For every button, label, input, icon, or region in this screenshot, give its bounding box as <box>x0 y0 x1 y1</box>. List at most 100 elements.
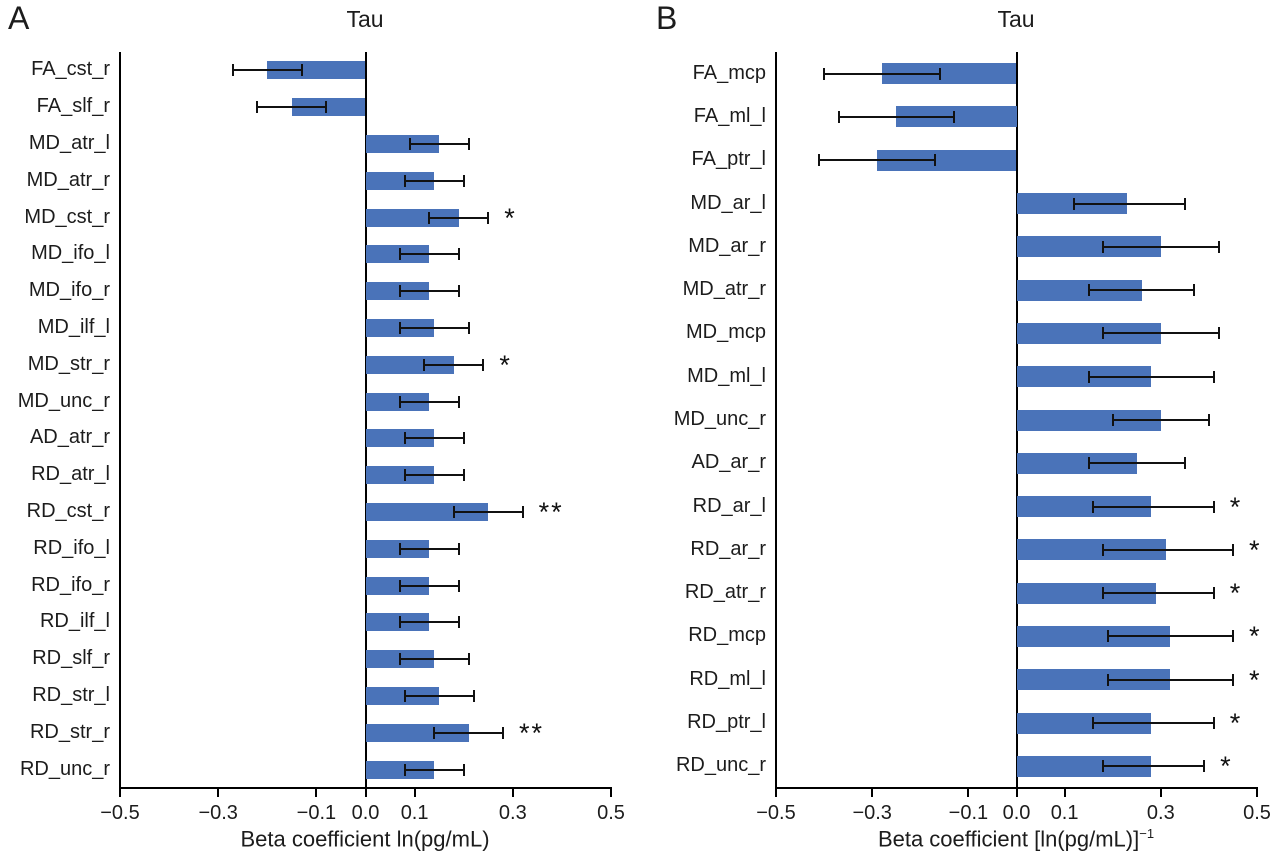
error-bar <box>399 584 459 587</box>
error-bar-cap <box>1203 760 1206 773</box>
error-bar <box>1103 548 1233 551</box>
error-bar-cap <box>1102 587 1105 600</box>
error-bar <box>1088 375 1214 378</box>
error-bar <box>399 621 459 624</box>
error-bar-cap <box>823 67 826 80</box>
error-bar-cap <box>1217 240 1220 253</box>
x-tick <box>775 788 777 797</box>
error-bar <box>1103 592 1214 595</box>
bar <box>365 760 435 779</box>
bar <box>365 650 435 669</box>
significance-marker: * <box>504 202 517 233</box>
error-bar-cap <box>403 174 406 187</box>
panel-b-title: Tau <box>997 6 1035 32</box>
y-category-label: MD_unc_r <box>17 389 110 412</box>
error-bar-cap <box>1073 197 1076 210</box>
error-bar-cap <box>1087 284 1090 297</box>
error-bar-cap <box>1102 760 1105 773</box>
error-bar-cap <box>462 469 465 482</box>
error-bar-cap <box>467 138 470 150</box>
bar <box>365 503 489 521</box>
error-bar <box>404 437 464 440</box>
error-bar <box>819 159 935 162</box>
y-category-label: MD_ifo_l <box>31 242 110 265</box>
error-bar-cap <box>1231 543 1234 556</box>
panel-b-x-axis-label-superscript: −1 <box>1139 826 1155 841</box>
x-tick-label: −0.1 <box>948 802 989 824</box>
y-category-label: RD_str_r <box>29 720 110 743</box>
error-bar <box>232 69 302 72</box>
error-bar-cap <box>467 653 470 666</box>
error-bar-cap <box>938 67 941 80</box>
bar <box>291 98 366 117</box>
y-category-label: MD_ar_l <box>690 191 766 214</box>
error-bar-cap <box>398 285 401 298</box>
bar <box>365 319 435 337</box>
error-bar <box>1103 765 1205 768</box>
error-bar-cap <box>1231 630 1234 643</box>
error-bar-cap <box>1231 673 1234 686</box>
bar <box>365 429 435 448</box>
error-bar-cap <box>403 469 406 482</box>
error-bar-cap <box>398 542 401 555</box>
y-category-label: AD_ar_r <box>691 451 766 474</box>
y-category-label: FA_ml_l <box>693 104 766 127</box>
error-bar-cap <box>1087 457 1090 470</box>
bar <box>1016 279 1142 301</box>
error-bar-cap <box>423 358 426 371</box>
x-tick <box>315 788 318 797</box>
x-tick <box>610 788 612 797</box>
bar <box>1016 496 1152 518</box>
bar <box>1016 669 1171 691</box>
bar <box>1016 712 1152 734</box>
y-axis-spine <box>119 52 121 788</box>
y-category-label: MD_atr_r <box>682 278 766 301</box>
error-bar <box>1074 202 1185 205</box>
error-bar-cap <box>325 101 328 114</box>
error-bar-cap <box>457 579 460 592</box>
error-bar-cap <box>1087 370 1090 383</box>
x-tick <box>119 788 121 797</box>
significance-marker: * <box>1229 578 1243 609</box>
zero-line <box>1015 52 1018 788</box>
y-category-label: RD_unc_r <box>19 757 110 780</box>
error-bar-cap <box>1217 327 1220 340</box>
error-bar-cap <box>462 174 465 187</box>
x-tick <box>364 788 367 797</box>
error-bar-cap <box>457 395 460 408</box>
error-bar <box>257 106 327 109</box>
bar <box>1016 452 1137 474</box>
error-bar-cap <box>462 432 465 445</box>
x-tick <box>1256 788 1258 797</box>
error-bar-cap <box>818 154 821 167</box>
error-bar <box>453 511 523 513</box>
error-bar-cap <box>1193 284 1196 297</box>
bar <box>1016 366 1152 388</box>
error-bar-cap <box>398 395 401 408</box>
error-bar-cap <box>457 285 460 298</box>
x-tick <box>1159 788 1162 797</box>
error-bar-cap <box>398 248 401 261</box>
y-category-label: RD_ifo_l <box>33 536 110 559</box>
error-bar-cap <box>403 432 406 445</box>
error-bar-cap <box>398 616 401 629</box>
zero-line <box>364 52 367 788</box>
x-tick-label: 0.0 <box>1002 802 1031 824</box>
y-category-label: AD_atr_r <box>29 426 110 449</box>
x-tick <box>511 788 514 797</box>
y-category-label: RD_ar_l <box>692 494 766 517</box>
error-bar-cap <box>1212 500 1215 513</box>
panel-a-letter: A <box>8 0 30 36</box>
error-bar <box>838 115 954 118</box>
error-bar-cap <box>1102 240 1105 253</box>
error-bar <box>399 290 459 293</box>
error-bar-cap <box>467 322 470 334</box>
error-bar-cap <box>457 542 460 555</box>
panel-b-x-axis-label: Beta coefficient [ln(pg/mL)]−1 <box>878 826 1154 852</box>
error-bar <box>424 363 484 366</box>
bar <box>365 135 440 153</box>
bar <box>877 149 1017 171</box>
error-bar-cap <box>1092 717 1095 730</box>
y-category-label: MD_ml_l <box>687 364 766 387</box>
y-category-label: RD_ptr_l <box>687 711 766 734</box>
